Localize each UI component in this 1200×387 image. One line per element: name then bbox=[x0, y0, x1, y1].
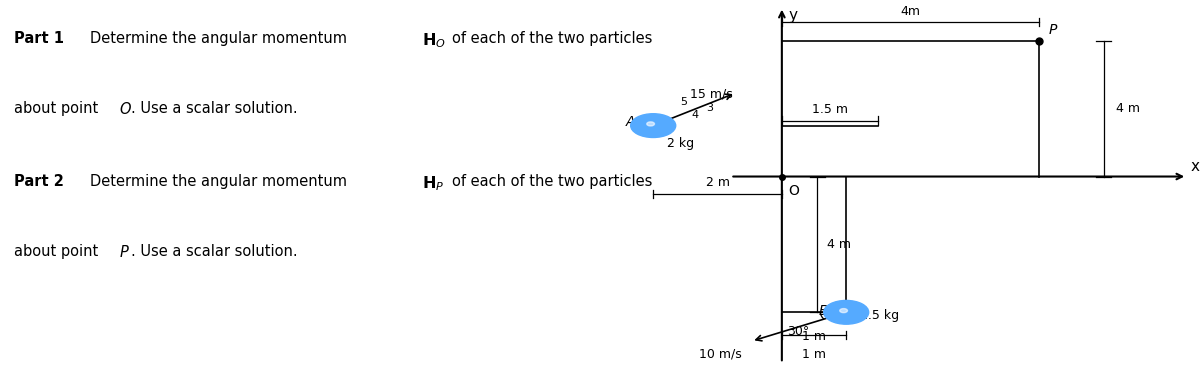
Text: . Use a scalar solution.: . Use a scalar solution. bbox=[131, 101, 298, 116]
Circle shape bbox=[823, 300, 869, 324]
Text: Part 1: Part 1 bbox=[14, 31, 65, 46]
Text: Part 2: Part 2 bbox=[14, 174, 65, 189]
Text: $O$: $O$ bbox=[119, 101, 132, 116]
Circle shape bbox=[647, 122, 654, 126]
Text: of each of the two particles: of each of the two particles bbox=[452, 31, 653, 46]
Text: 1.5 kg: 1.5 kg bbox=[860, 308, 900, 322]
Text: $\mathbf{H}_{P}$: $\mathbf{H}_{P}$ bbox=[422, 174, 445, 193]
Text: 10 m/s: 10 m/s bbox=[700, 348, 742, 361]
Text: 4 m: 4 m bbox=[1116, 102, 1140, 115]
Text: 1.5 m: 1.5 m bbox=[812, 103, 848, 116]
Text: about point: about point bbox=[14, 244, 103, 259]
Text: Determine the angular momentum: Determine the angular momentum bbox=[90, 174, 352, 189]
Circle shape bbox=[830, 304, 863, 321]
Text: 4: 4 bbox=[691, 110, 698, 120]
Text: . Use a scalar solution.: . Use a scalar solution. bbox=[131, 244, 298, 259]
Text: 15 m/s: 15 m/s bbox=[690, 87, 733, 100]
Text: of each of the two particles: of each of the two particles bbox=[452, 174, 653, 189]
Text: 30°: 30° bbox=[787, 325, 809, 338]
Text: 5: 5 bbox=[680, 97, 686, 106]
Circle shape bbox=[840, 308, 847, 313]
Text: O: O bbox=[788, 184, 799, 198]
Circle shape bbox=[835, 306, 858, 319]
Text: 2 kg: 2 kg bbox=[667, 137, 695, 151]
Text: A: A bbox=[625, 115, 635, 129]
Text: $\mathbf{H}_{O}$: $\mathbf{H}_{O}$ bbox=[422, 31, 446, 50]
Text: 3: 3 bbox=[707, 103, 714, 113]
Circle shape bbox=[631, 114, 676, 137]
Text: B: B bbox=[818, 304, 828, 318]
Text: 4m: 4m bbox=[900, 5, 920, 18]
Text: x: x bbox=[1190, 159, 1199, 174]
Text: P: P bbox=[1049, 23, 1057, 37]
Text: 1 m: 1 m bbox=[802, 348, 826, 361]
Text: 2 m: 2 m bbox=[706, 176, 730, 189]
Text: about point: about point bbox=[14, 101, 103, 116]
Text: $P$: $P$ bbox=[119, 244, 130, 260]
Text: y: y bbox=[788, 9, 797, 24]
Circle shape bbox=[637, 117, 670, 134]
Text: Determine the angular momentum: Determine the angular momentum bbox=[90, 31, 352, 46]
Text: 4 m: 4 m bbox=[827, 238, 851, 251]
Circle shape bbox=[642, 120, 665, 132]
Text: 1 m: 1 m bbox=[802, 330, 826, 343]
